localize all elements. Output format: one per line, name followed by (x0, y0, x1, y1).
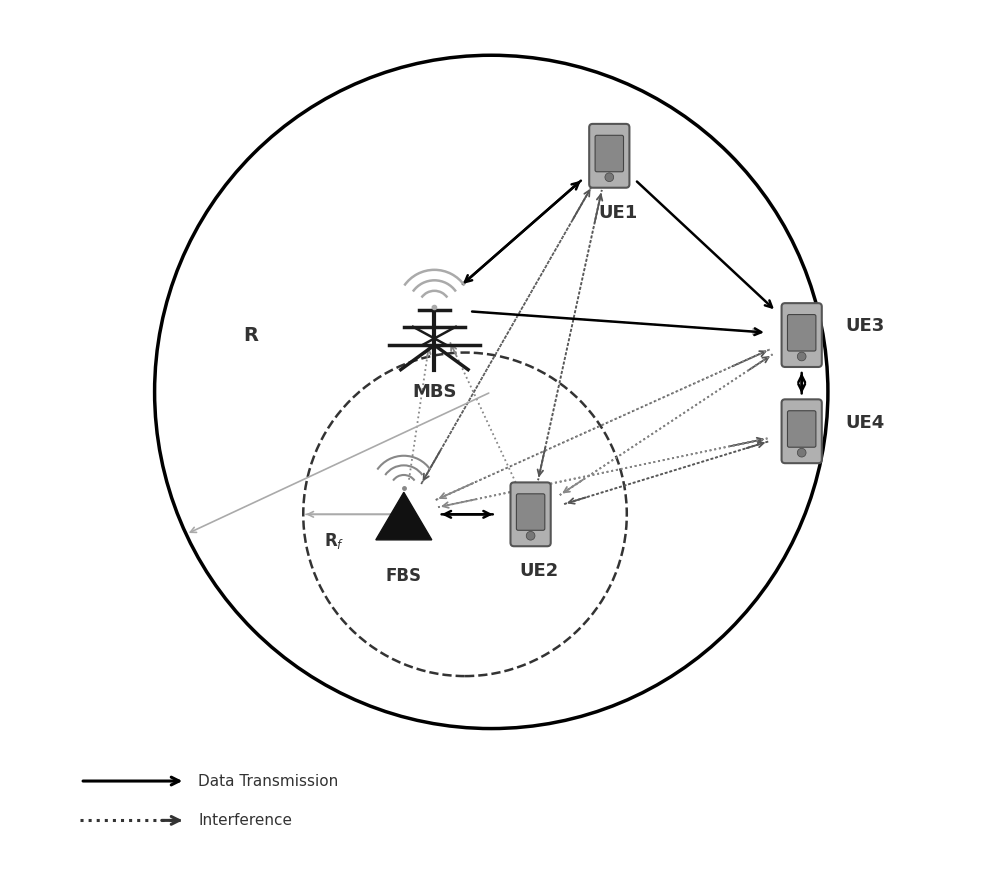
Circle shape (797, 448, 806, 457)
Text: R$_f$: R$_f$ (324, 531, 344, 551)
Polygon shape (376, 492, 432, 539)
Text: R: R (243, 326, 258, 345)
Text: Interference: Interference (198, 813, 292, 828)
FancyBboxPatch shape (787, 314, 816, 351)
FancyBboxPatch shape (516, 494, 545, 531)
Circle shape (526, 532, 535, 540)
Text: FBS: FBS (386, 567, 422, 585)
Text: MBS: MBS (412, 383, 457, 401)
Circle shape (797, 352, 806, 361)
Text: UE2: UE2 (520, 562, 559, 581)
Circle shape (605, 172, 614, 181)
FancyBboxPatch shape (595, 136, 624, 172)
Text: UE4: UE4 (845, 414, 885, 431)
FancyBboxPatch shape (510, 482, 551, 546)
FancyBboxPatch shape (589, 124, 629, 187)
FancyBboxPatch shape (782, 303, 822, 367)
Text: Data Transmission: Data Transmission (198, 774, 339, 788)
Text: UE1: UE1 (598, 204, 638, 222)
FancyBboxPatch shape (782, 400, 822, 463)
Text: UE3: UE3 (845, 318, 885, 335)
FancyBboxPatch shape (787, 411, 816, 447)
